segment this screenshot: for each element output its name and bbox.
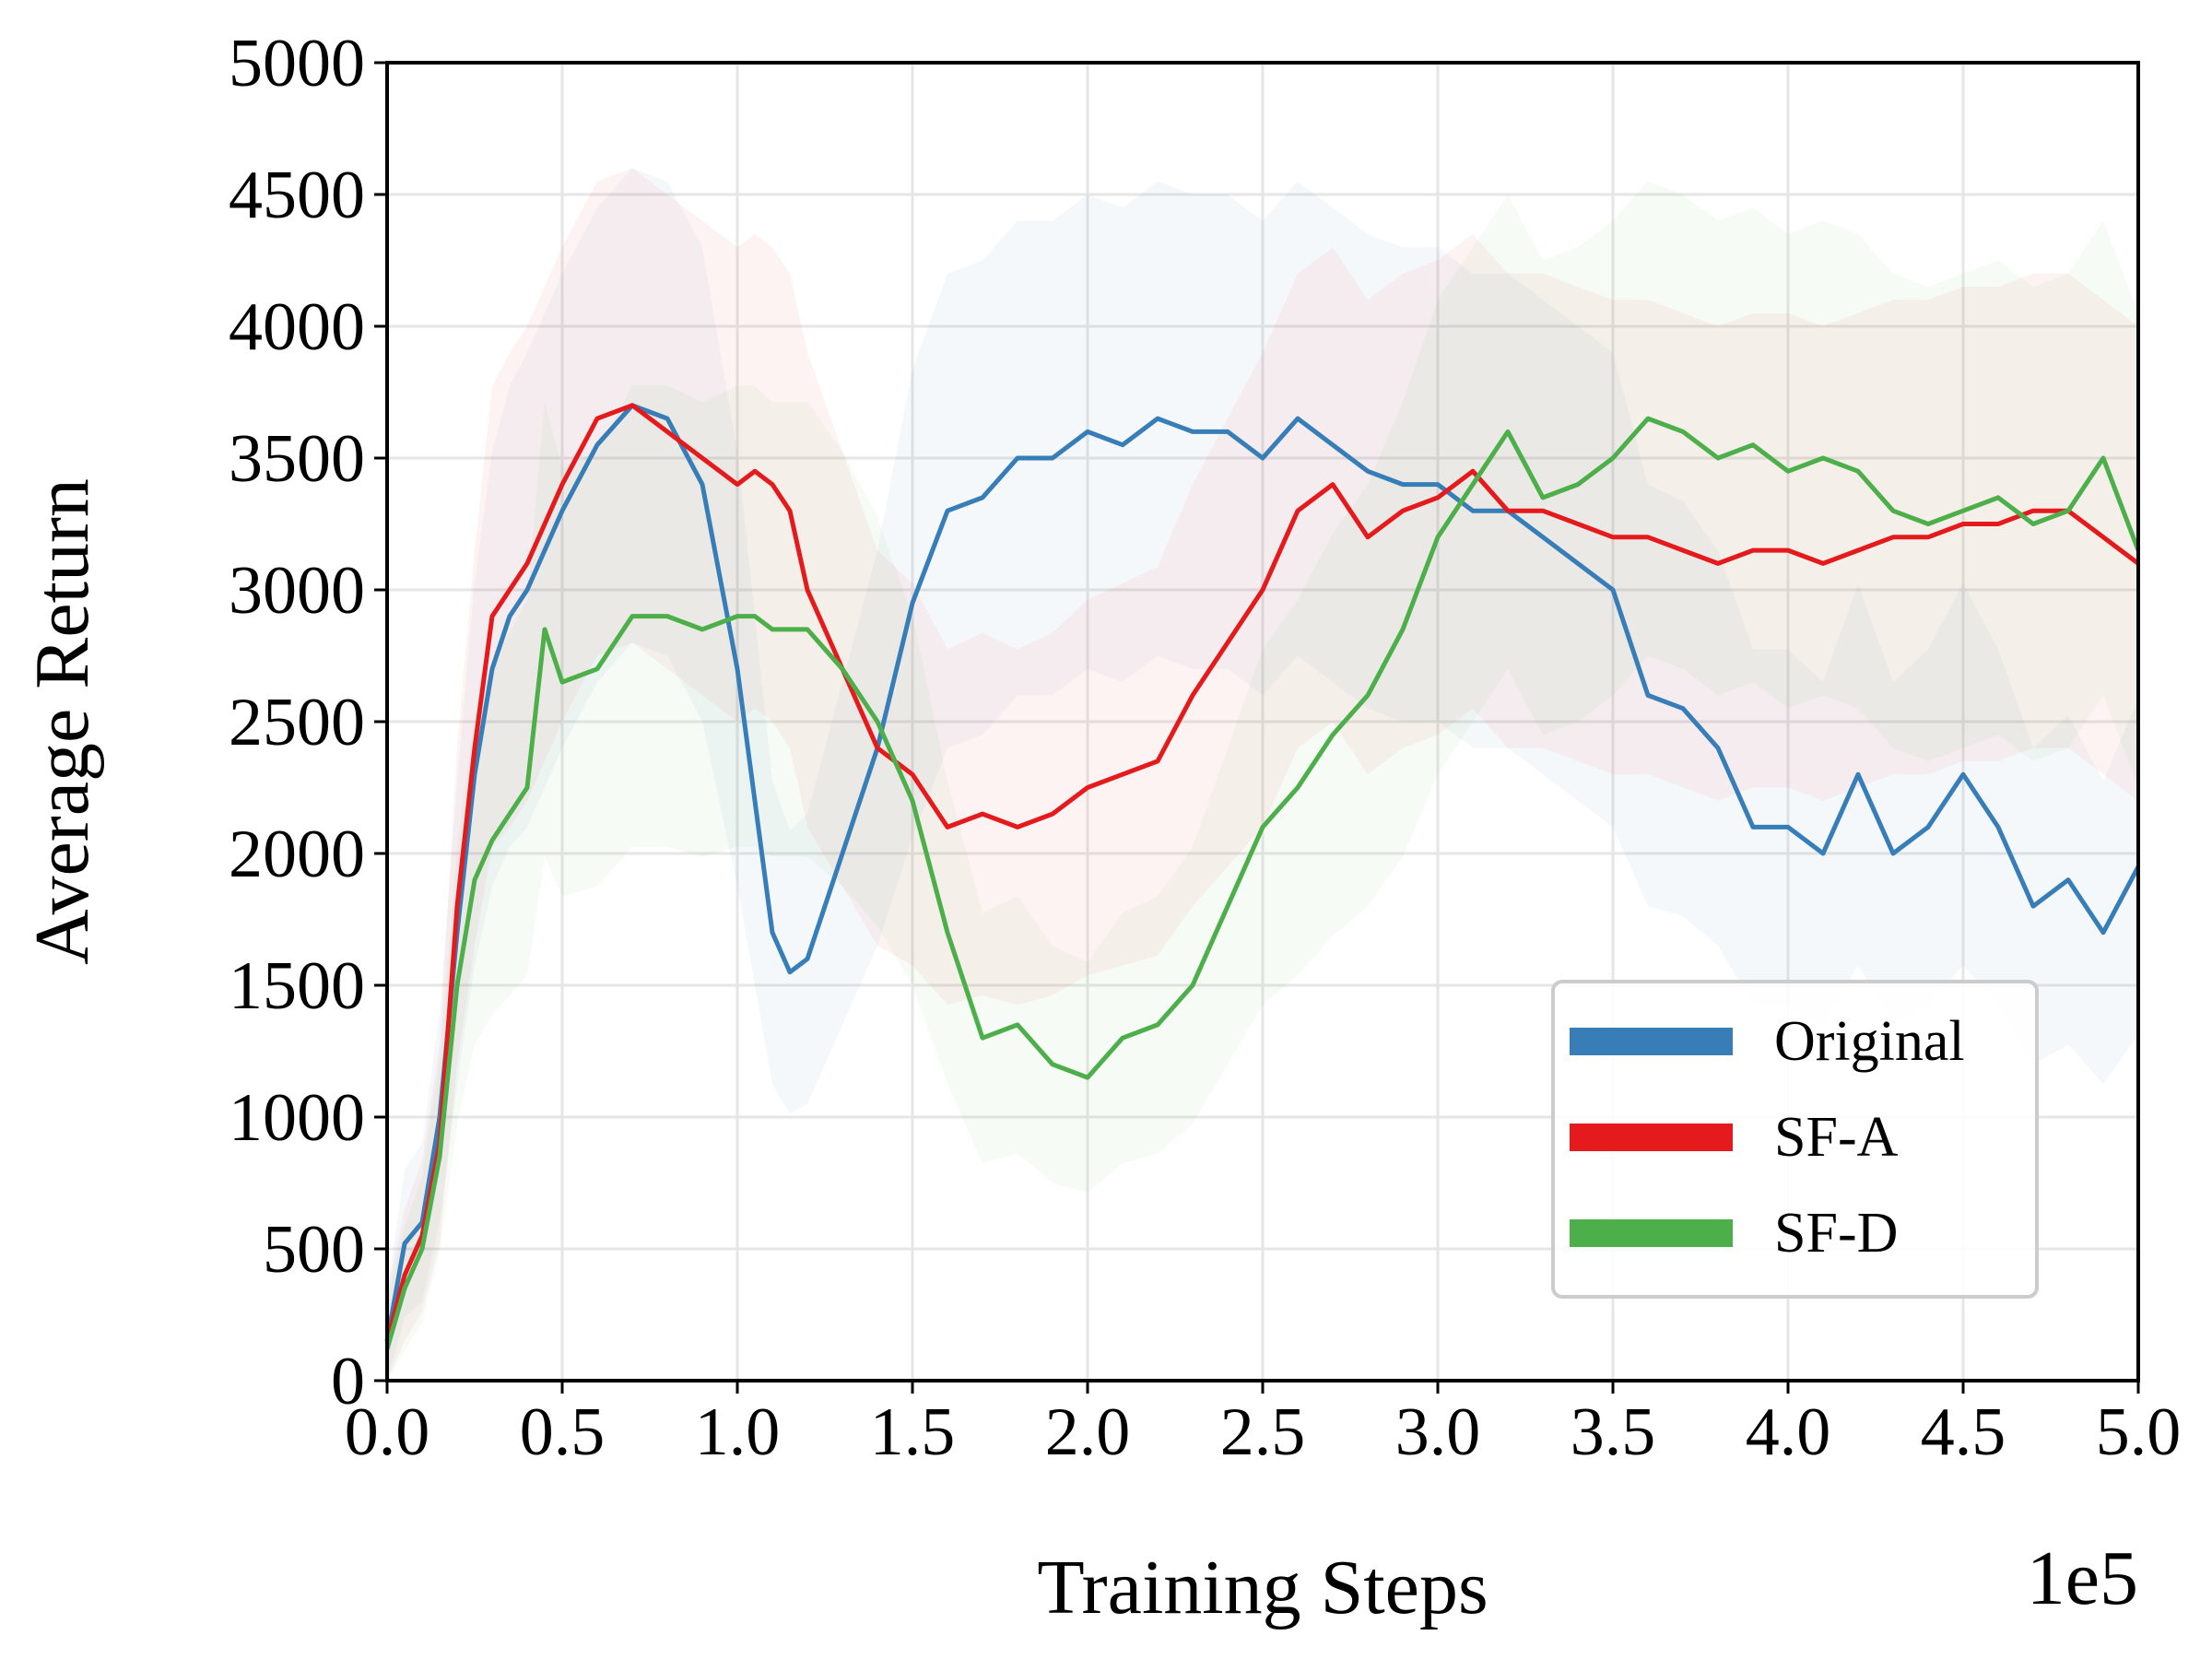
y-tick-label: 0 <box>331 1344 365 1419</box>
y-tick-label: 4500 <box>229 158 365 233</box>
x-tick-label: 4.0 <box>1746 1394 1831 1470</box>
y-tick-label: 2500 <box>229 685 365 760</box>
y-tick-label: 3500 <box>229 421 365 497</box>
x-tick-label: 5.0 <box>2096 1394 2182 1470</box>
band-original <box>387 168 2138 1381</box>
x-offset-label: 1e5 <box>2027 1535 2138 1621</box>
legend-label: Original <box>1774 1010 1965 1073</box>
x-axis-label: Training Steps <box>1037 1545 1488 1630</box>
x-tick-label: 1.0 <box>695 1394 781 1470</box>
band-sf-d <box>387 181 2138 1382</box>
legend-box <box>1551 980 2039 1299</box>
y-tick-label: 1000 <box>229 1080 365 1156</box>
y-tick-label: 500 <box>263 1212 365 1288</box>
y-tick-label: 4000 <box>229 289 365 365</box>
legend-label: SF-A <box>1774 1106 1899 1169</box>
y-tick-label: 2000 <box>229 817 365 892</box>
band-sf-a <box>387 168 2138 1381</box>
x-tick-label: 0.5 <box>520 1394 606 1470</box>
y-axis-label: Average Return <box>19 478 105 965</box>
x-tick-label: 3.0 <box>1395 1394 1481 1470</box>
axis-ticks: 0.0 0.5 1.0 1.5 2.0 2.5 3.0 3.5 4.0 4.5 5.0 0 500 100… <box>229 26 2181 1470</box>
series-lines <box>384 403 2141 1350</box>
x-tick-label: 0.0 <box>345 1394 430 1470</box>
x-tick-label: 1.5 <box>870 1394 956 1470</box>
line-original <box>384 403 2141 1342</box>
x-tick-label: 2.5 <box>1220 1394 1306 1470</box>
legend-label: SF-D <box>1774 1202 1898 1265</box>
line-sf-d <box>384 416 2141 1350</box>
legend: Original SF-A SF-D <box>1551 980 2039 1299</box>
y-tick-label: 5000 <box>229 26 365 101</box>
variance-bands <box>387 168 2138 1382</box>
x-tick-label: 4.5 <box>1921 1394 2006 1470</box>
x-tick-label: 2.0 <box>1045 1394 1131 1470</box>
line-sf-a <box>384 403 2140 1342</box>
y-tick-label: 3000 <box>229 553 365 629</box>
y-tick-label: 1500 <box>229 948 365 1024</box>
x-tick-label: 3.5 <box>1571 1394 1656 1470</box>
